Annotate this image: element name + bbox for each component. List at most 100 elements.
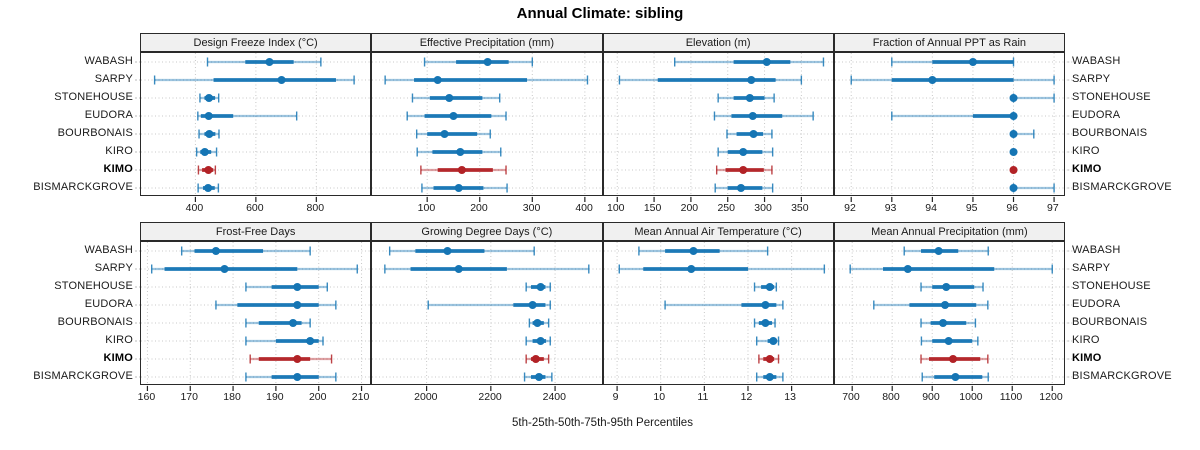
series-bourbonais [725,129,773,139]
tick-label-mean-annual-precipitation-mm--1000: 1000 [959,391,983,403]
series-wabash [180,246,311,256]
site-label-left-wabash: WABASH [84,55,133,67]
site-label-right-bourbonais: BOURBONAIS [1072,316,1148,328]
series-bourbonais [245,318,311,328]
tick-label-effective-precipitation-mm--400: 400 [575,202,593,214]
median-dot-kiro [200,148,209,156]
series-sarpy [384,264,590,274]
series-kiro [755,336,779,346]
panel-canvas-frost-free-days [135,242,373,391]
tick-label-elevation-m--150: 150 [643,202,662,214]
median-dot-wabash [968,58,977,66]
site-label-left-kimo: KIMO [103,352,133,364]
tick-label-fraction-of-annual-ppt-as-rain-93: 93 [884,202,897,214]
panel-strip-growing-degree-days-c-: Growing Degree Days (°C) [371,222,603,241]
median-dot-bourbonais [205,130,214,138]
median-dot-bismarckgrove [535,373,544,381]
x-axis-label: 5th-25th-50th-75th-95th Percentiles [512,417,693,429]
series-bismarckgrove [1009,183,1055,193]
series-stonehouse [920,282,984,292]
tick-label-elevation-m--250: 250 [717,202,735,214]
median-dot-kiro [1009,148,1018,156]
series-eudora [215,300,337,310]
panel-mean-annual-air-temperature-c- [602,241,835,391]
tick-label-fraction-of-annual-ppt-as-rain-92: 92 [844,202,856,214]
median-dot-bourbonais [289,319,298,327]
series-bismarckgrove [245,372,337,382]
tick-label-effective-precipitation-mm--100: 100 [417,202,436,214]
site-label-left-bismarckgrove: BISMARCKGROVE [33,181,133,193]
site-label-left-kiro: KIRO [105,334,133,346]
median-dot-bourbonais [938,319,947,327]
series-sarpy [153,75,355,85]
series-wabash [637,246,768,256]
series-kimo [1009,166,1018,174]
tick-label-fraction-of-annual-ppt-as-rain-96: 96 [1006,202,1019,214]
series-sarpy [618,75,802,85]
site-label-right-bismarckgrove: BISMARCKGROVE [1072,370,1172,382]
series-bismarckgrove [421,183,509,193]
median-dot-stonehouse [941,283,950,291]
series-stonehouse [753,282,777,292]
tick-label-mean-annual-air-temperature-c--9: 9 [612,391,619,403]
tick-label-mean-annual-precipitation-mm--900: 900 [922,391,940,403]
series-sarpy [618,264,825,274]
series-kiro [245,336,324,346]
site-label-left-eudora: EUDORA [84,109,133,121]
series-kiro [1009,148,1018,156]
tick-label-mean-annual-air-temperature-c--10: 10 [653,391,666,403]
site-label-right-bourbonais: BOURBONAIS [1072,127,1148,139]
median-dot-bourbonais [533,319,542,327]
series-kiro [416,147,502,157]
panel-design-freeze-index-c- [135,52,373,202]
site-label-right-stonehouse: STONEHOUSE [1072,280,1151,292]
series-eudora [406,111,507,121]
series-eudora [663,300,784,310]
median-dot-sarpy [746,76,755,84]
series-bourbonais [1009,129,1035,139]
tick-label-elevation-m--200: 200 [680,202,699,214]
median-dot-kiro [944,337,953,345]
tick-label-mean-annual-precipitation-mm--800: 800 [882,391,900,403]
tick-label-mean-annual-precipitation-mm--700: 700 [842,391,860,403]
median-dot-stonehouse [205,94,214,102]
median-dot-eudora [449,112,458,120]
median-dot-bourbonais [440,130,449,138]
median-dot-wabash [934,247,943,255]
panel-strip-fraction-of-annual-ppt-as-rain: Fraction of Annual PPT as Rain [833,33,1065,52]
median-dot-wabash [688,247,697,255]
site-label-right-eudora: EUDORA [1072,109,1121,121]
median-dot-kimo [765,355,774,363]
tick-label-mean-annual-precipitation-mm--1100: 1100 [999,391,1023,403]
site-label-right-kiro: KIRO [1072,145,1100,157]
series-bourbonais [416,129,492,139]
median-dot-sarpy [277,76,286,84]
median-dot-kimo [738,166,747,174]
tick-label-design-freeze-index-c--800: 800 [306,202,325,214]
median-dot-bourbonais [1009,130,1018,138]
series-wabash [903,246,989,256]
site-label-right-bismarckgrove: BISMARCKGROVE [1072,181,1172,193]
series-bismarckgrove [714,183,773,193]
panel-canvas-effective-precipitation-mm- [372,53,604,202]
median-dot-kiro [306,337,315,345]
series-wabash [673,57,824,67]
median-dot-bismarckgrove [765,373,774,381]
site-label-right-kimo: KIMO [1072,163,1102,175]
median-dot-eudora [204,112,213,120]
tick-label-fraction-of-annual-ppt-as-rain-97: 97 [1046,202,1059,214]
median-dot-kimo [1009,166,1018,174]
series-kiro [195,147,218,157]
site-label-right-stonehouse: STONEHOUSE [1072,91,1151,103]
series-eudora [872,300,989,310]
median-dot-bismarckgrove [454,184,463,192]
site-label-right-sarpy: SARPY [1072,262,1111,274]
median-dot-bismarckgrove [293,373,302,381]
median-dot-sarpy [903,265,912,273]
panel-strip-effective-precipitation-mm-: Effective Precipitation (mm) [371,33,603,52]
median-dot-sarpy [433,76,442,84]
median-dot-kimo [204,166,213,174]
series-kimo [420,165,507,175]
series-wabash [206,57,322,67]
